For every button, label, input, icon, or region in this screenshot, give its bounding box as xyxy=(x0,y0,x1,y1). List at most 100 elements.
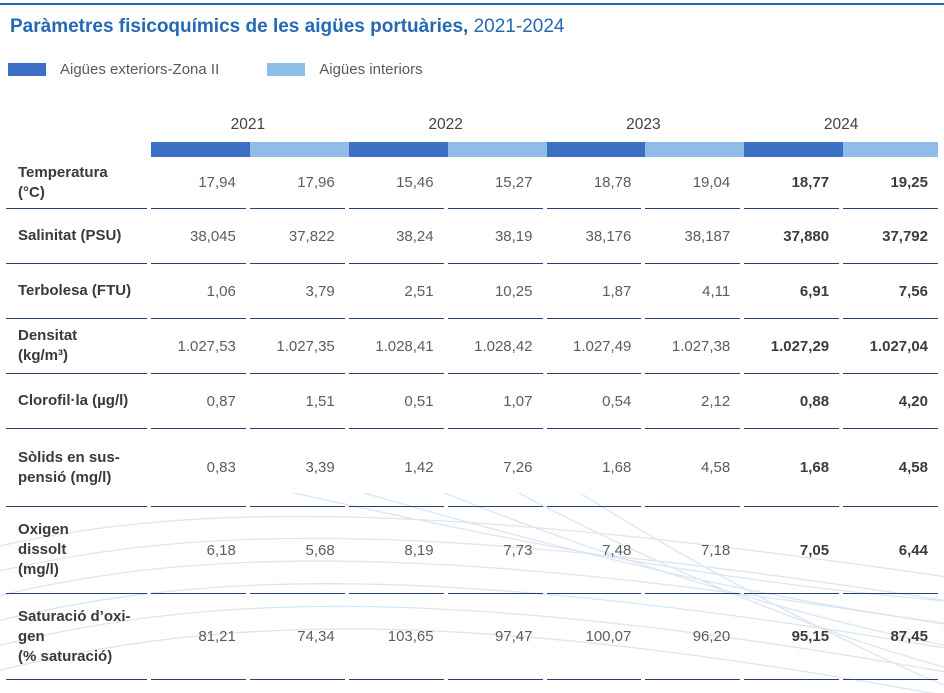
decorative-waves xyxy=(0,493,944,693)
year-label: 2022 xyxy=(428,116,463,133)
value-cell: 6,18 xyxy=(151,507,246,594)
value-cell: 97,47 xyxy=(447,594,543,680)
legend-label-exterior: Aigües exteriors-Zona II xyxy=(60,60,220,78)
bar-segment-interior xyxy=(447,142,547,157)
value-cell: 2,12 xyxy=(645,374,741,429)
value-cell: 19,25 xyxy=(843,157,938,209)
value-cell: 1,87 xyxy=(546,264,642,319)
value-cell: 1,06 xyxy=(151,264,246,319)
value-cell: 8,19 xyxy=(348,507,444,594)
value-cell: 7,56 xyxy=(843,264,938,319)
bar-segment-exterior xyxy=(744,142,844,157)
value-cell: 7,73 xyxy=(447,507,543,594)
table-row: Saturació d’oxi-gen (% saturació) 81,21 74,… xyxy=(6,594,938,680)
value-cell: 1.027,53 xyxy=(151,319,246,374)
value-cell: 74,34 xyxy=(249,594,345,680)
value-cell: 4,20 xyxy=(843,374,938,429)
year-label: 2024 xyxy=(823,116,859,133)
legend-swatch-interior xyxy=(267,62,306,76)
bar-segment-interior xyxy=(843,142,938,157)
value-cell: 2,51 xyxy=(348,264,444,319)
value-cell: 37,792 xyxy=(843,209,938,264)
color-bar-cell xyxy=(348,142,448,157)
value-cell: 18,78 xyxy=(546,157,642,209)
title-period: 2021-2024 xyxy=(473,16,565,37)
value-cell: 6,91 xyxy=(744,264,840,319)
value-cell: 1,68 xyxy=(744,429,840,507)
value-cell: 7,18 xyxy=(645,507,741,594)
param-label: Salinitat (PSU) xyxy=(6,209,147,264)
value-cell: 0,51 xyxy=(348,374,444,429)
title-text: Paràmetres fisicoquímics de les aigües p… xyxy=(10,16,469,37)
color-bar-row xyxy=(6,142,938,157)
value-cell: 96,20 xyxy=(645,594,741,680)
value-cell: 7,26 xyxy=(447,429,543,507)
table-row: Terbolesa (FTU) 1,06 3,79 2,51 10,25 1,87 4,11… xyxy=(6,264,938,319)
table-row: Densitat (kg/m³) 1.027,53 1.027,35 1.028,41 1… xyxy=(6,319,938,374)
bar-segment-exterior xyxy=(546,142,646,157)
value-cell: 1,51 xyxy=(249,374,345,429)
year-label: 2023 xyxy=(626,116,661,133)
table-body: Temperatura (°C) 17,94 17,96 15,46 15,27 18,78… xyxy=(6,157,938,680)
legend: Aigües exteriors-Zona II Aigües interior… xyxy=(8,60,944,78)
parameters-table: 2021 2022 2023 2024 Temperatura (°C) 17,94 17,… xyxy=(6,108,938,680)
value-cell: 0,54 xyxy=(546,374,642,429)
color-bar-cell xyxy=(151,142,250,157)
value-cell: 1,68 xyxy=(546,429,642,507)
year-label: 2021 xyxy=(230,116,266,133)
value-cell: 17,96 xyxy=(249,157,345,209)
value-cell: 15,46 xyxy=(348,157,444,209)
value-cell: 3,79 xyxy=(249,264,345,319)
value-cell: 1,07 xyxy=(447,374,543,429)
value-cell: 103,65 xyxy=(348,594,444,680)
value-cell: 10,25 xyxy=(447,264,543,319)
value-cell: 18,77 xyxy=(744,157,840,209)
value-cell: 1.028,41 xyxy=(348,319,444,374)
value-cell: 38,187 xyxy=(645,209,741,264)
color-bar-cell xyxy=(546,142,646,157)
table-row: Salinitat (PSU) 38,045 37,822 38,24 38,19 38,… xyxy=(6,209,938,264)
value-cell: 37,880 xyxy=(744,209,840,264)
value-cell: 1,42 xyxy=(348,429,444,507)
bar-segment-exterior xyxy=(151,142,250,157)
value-cell: 1.027,29 xyxy=(744,319,840,374)
value-cell: 7,48 xyxy=(546,507,642,594)
page-title: Paràmetres fisicoquímics de les aigües p… xyxy=(10,14,934,40)
color-bar-cell xyxy=(843,142,938,157)
bar-segment-interior xyxy=(249,142,349,157)
value-cell: 1.027,49 xyxy=(546,319,642,374)
value-cell: 1.027,35 xyxy=(249,319,345,374)
bar-row-spacer xyxy=(6,142,147,157)
param-label: Clorofil·la (µg/l) xyxy=(6,374,147,429)
value-cell: 3,39 xyxy=(249,429,345,507)
param-label: Oxigen dissolt (mg/l) xyxy=(6,507,147,594)
value-cell: 4,11 xyxy=(645,264,741,319)
color-bar-cell xyxy=(249,142,349,157)
value-cell: 87,45 xyxy=(843,594,938,680)
color-bar-cell xyxy=(645,142,745,157)
years-row: 2021 2022 2023 2024 xyxy=(6,108,938,142)
legend-label-interior: Aigües interiors xyxy=(319,60,423,78)
table-row: Sòlids en sus-pensió (mg/l) 0,83 3,39 1,42 7… xyxy=(6,429,938,507)
value-cell: 0,88 xyxy=(744,374,840,429)
value-cell: 15,27 xyxy=(447,157,543,209)
table-row: Oxigen dissolt (mg/l) 6,18 5,68 8,19 7,73 7,48 7… xyxy=(6,507,938,594)
value-cell: 5,68 xyxy=(249,507,345,594)
value-cell: 95,15 xyxy=(744,594,840,680)
value-cell: 100,07 xyxy=(546,594,642,680)
value-cell: 1.027,38 xyxy=(645,319,741,374)
color-bar-cell xyxy=(447,142,547,157)
value-cell: 38,045 xyxy=(151,209,246,264)
param-label: Terbolesa (FTU) xyxy=(6,264,147,319)
value-cell: 7,05 xyxy=(744,507,840,594)
years-row-spacer xyxy=(6,108,147,142)
table-row: Temperatura (°C) 17,94 17,96 15,46 15,27 18,78… xyxy=(6,157,938,209)
table-row: Clorofil·la (µg/l) 0,87 1,51 0,51 1,07 0,54 2,… xyxy=(6,374,938,429)
value-cell: 1.027,04 xyxy=(843,319,938,374)
value-cell: 4,58 xyxy=(645,429,741,507)
value-cell: 81,21 xyxy=(151,594,246,680)
value-cell: 0,83 xyxy=(151,429,246,507)
bar-segment-exterior xyxy=(348,142,448,157)
value-cell: 1.028,42 xyxy=(447,319,543,374)
